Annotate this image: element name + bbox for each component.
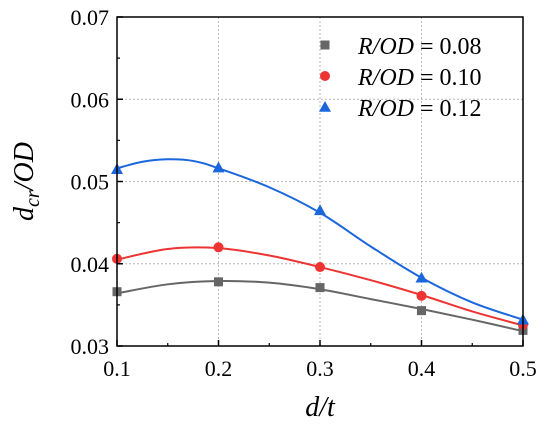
x-tick-label: 0.1 — [103, 356, 131, 381]
y-tick-label: 0.04 — [71, 252, 110, 277]
x-tick-label: 0.4 — [408, 356, 436, 381]
data-point-series-3 — [212, 161, 225, 173]
x-tick-label: 0.5 — [509, 356, 537, 381]
data-point-series-3 — [415, 271, 428, 283]
legend-marker-series-3 — [319, 101, 331, 112]
data-point-series-1 — [214, 277, 223, 287]
y-tick-label: 0.05 — [71, 170, 110, 195]
legend: R/OD = 0.08 R/OD = 0.10 R/OD = 0.12 — [319, 34, 482, 122]
data-point-series-3 — [314, 204, 326, 216]
data-point-series-1 — [315, 283, 325, 293]
x-tick-label: 0.2 — [205, 356, 233, 381]
y-axis-label: dcr/OD — [9, 142, 44, 221]
grid-lines — [117, 17, 523, 346]
legend-label-series-3: R/OD = 0.12 — [357, 96, 482, 122]
data-point-series-1 — [417, 306, 426, 316]
axis-ticks — [116, 16, 524, 347]
y-tick-label: 0.06 — [71, 87, 110, 112]
legend-label-series-2: R/OD = 0.10 — [357, 65, 482, 91]
tick-labels: 0.1 0.2 0.3 0.4 0.5 0.03 0.04 0.05 0.06 0.07 — [71, 5, 537, 381]
legend-label-series-1: R/OD = 0.08 — [357, 34, 482, 60]
fit-curve-series-3 — [116, 158, 524, 321]
data-point-series-2 — [416, 290, 427, 301]
y-tick-label: 0.07 — [71, 5, 110, 30]
data-point-series-2 — [315, 262, 325, 273]
y-tick-label: 0.03 — [71, 334, 110, 359]
data-point-series-2 — [213, 242, 224, 253]
x-axis-label: d/t — [305, 392, 336, 423]
x-tick-label: 0.3 — [306, 356, 334, 381]
legend-marker-series-1 — [320, 40, 330, 50]
legend-marker-series-2 — [320, 71, 330, 81]
